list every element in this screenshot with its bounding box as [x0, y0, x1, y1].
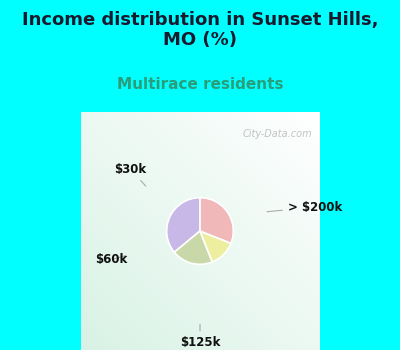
Text: City-Data.com: City-Data.com	[242, 129, 312, 139]
Text: $60k: $60k	[95, 253, 128, 266]
Text: $30k: $30k	[114, 163, 146, 186]
Wedge shape	[174, 231, 212, 264]
Text: Multirace residents: Multirace residents	[117, 77, 283, 92]
Wedge shape	[200, 231, 231, 262]
Wedge shape	[200, 198, 233, 243]
Text: Income distribution in Sunset Hills,
MO (%): Income distribution in Sunset Hills, MO …	[22, 10, 378, 49]
Text: > $200k: > $200k	[267, 201, 342, 214]
Wedge shape	[167, 198, 200, 252]
Text: $125k: $125k	[180, 324, 220, 349]
